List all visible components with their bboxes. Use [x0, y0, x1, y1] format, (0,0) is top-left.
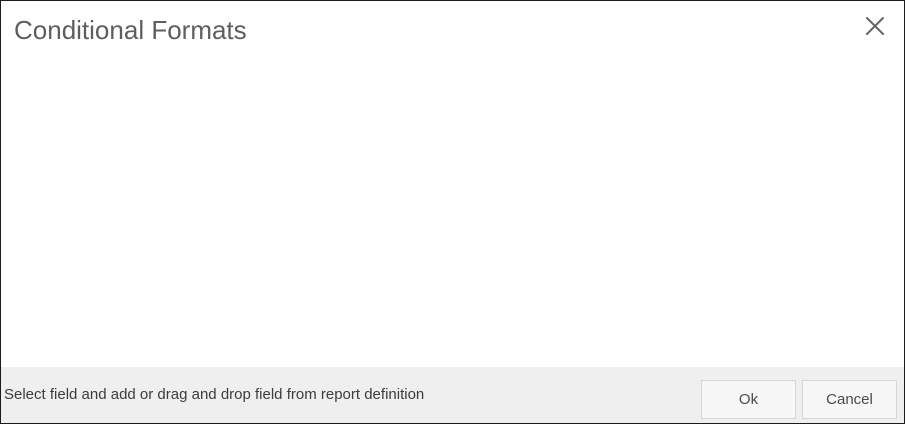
cancel-button[interactable]: Cancel: [802, 380, 897, 419]
footer-hint: Select field and add or drag and drop fi…: [4, 386, 425, 403]
dialog-footer: Select field and add or drag and drop fi…: [1, 367, 904, 423]
dialog-title: Conditional Formats: [14, 15, 247, 45]
ok-button[interactable]: Ok: [701, 380, 796, 419]
dialog-body: [1, 61, 904, 367]
close-icon: [866, 17, 884, 35]
dialog-header: Conditional Formats: [1, 1, 904, 61]
close-button[interactable]: [861, 12, 889, 40]
